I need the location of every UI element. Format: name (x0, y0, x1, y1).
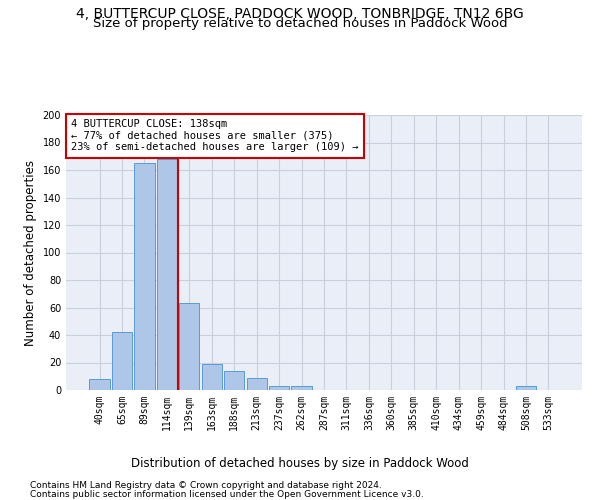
Bar (224, 371, 244, 390)
Text: Contains HM Land Registry data © Crown copyright and database right 2024.: Contains HM Land Registry data © Crown c… (30, 481, 382, 490)
Y-axis label: Number of detached properties: Number of detached properties (24, 160, 37, 346)
Bar (179, 304, 199, 390)
Bar (157, 159, 177, 390)
Bar (202, 364, 222, 390)
Text: 4, BUTTERCUP CLOSE, PADDOCK WOOD, TONBRIDGE, TN12 6BG: 4, BUTTERCUP CLOSE, PADDOCK WOOD, TONBRI… (76, 8, 524, 22)
Text: Distribution of detached houses by size in Paddock Wood: Distribution of detached houses by size … (131, 458, 469, 470)
Text: Size of property relative to detached houses in Paddock Wood: Size of property relative to detached ho… (92, 18, 508, 30)
Bar (134, 163, 155, 390)
Bar (89, 379, 110, 390)
Text: Contains public sector information licensed under the Open Government Licence v3: Contains public sector information licen… (30, 490, 424, 499)
Text: 4 BUTTERCUP CLOSE: 138sqm
← 77% of detached houses are smaller (375)
23% of semi: 4 BUTTERCUP CLOSE: 138sqm ← 77% of detac… (71, 119, 359, 152)
Bar (269, 386, 289, 390)
Bar (112, 332, 132, 390)
Bar (516, 386, 536, 390)
Bar (247, 378, 267, 390)
Bar (292, 386, 311, 390)
